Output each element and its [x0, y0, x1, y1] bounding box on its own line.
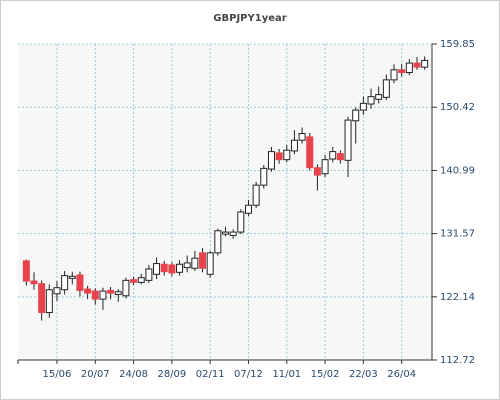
y-tick-label: 140.99	[440, 165, 475, 176]
x-tick-label: 22/03	[349, 369, 378, 380]
x-tick-label: 28/09	[157, 369, 186, 380]
candle-body	[153, 263, 161, 275]
candle-body	[221, 231, 229, 235]
candle-body	[298, 133, 306, 141]
candle-body	[107, 289, 115, 294]
y-tick-label: 122.14	[440, 292, 475, 303]
candle-body	[45, 289, 53, 314]
candle-body	[137, 277, 145, 283]
candle-body	[275, 152, 283, 161]
candle-body	[84, 288, 92, 294]
candle-body	[176, 263, 184, 273]
candle-body	[359, 102, 367, 111]
candle-body	[22, 260, 30, 282]
candle-body	[375, 94, 383, 100]
candle-body	[38, 283, 46, 314]
x-tick-label: 02/11	[196, 369, 225, 380]
candle-body	[382, 79, 390, 98]
candle-body	[344, 119, 352, 161]
candle-body	[30, 280, 38, 285]
candle-body	[306, 136, 314, 169]
x-tick-label: 07/12	[234, 369, 263, 380]
candle-body	[114, 291, 122, 295]
candle-body	[168, 264, 176, 274]
y-tick-label: 159.85	[440, 39, 475, 50]
candle-body	[252, 184, 260, 206]
candle-body	[122, 279, 130, 297]
candle-body	[413, 62, 421, 68]
y-tick-label: 150.42	[440, 102, 475, 113]
candle-body	[91, 290, 99, 300]
candle-body	[421, 59, 429, 68]
candle-body	[206, 252, 214, 275]
candle-body	[61, 275, 69, 291]
candle-body	[160, 263, 168, 273]
plot-area	[18, 44, 432, 360]
y-tick-label: 112.72	[440, 355, 475, 366]
candle-body	[405, 62, 413, 73]
candle-body	[229, 231, 237, 236]
candle-body	[145, 268, 153, 281]
x-tick-label: 20/07	[81, 369, 110, 380]
candle-body	[183, 262, 191, 269]
candle-body	[237, 211, 245, 233]
candle-body	[329, 151, 337, 160]
x-tick-label: 11/01	[272, 369, 301, 380]
candle-body	[267, 151, 275, 170]
candle-body	[199, 252, 207, 269]
candle-body	[99, 290, 107, 300]
candle-body	[214, 230, 222, 254]
candle-body	[352, 109, 360, 122]
candle-body	[283, 149, 291, 161]
candle-body	[336, 153, 344, 161]
x-tick-label: 26/04	[387, 369, 416, 380]
x-tick-label: 15/02	[311, 369, 340, 380]
candle-body	[321, 159, 329, 175]
candle-body	[290, 139, 298, 152]
candle-body	[76, 274, 84, 291]
candle-body	[313, 167, 321, 176]
x-tick-label: 24/08	[119, 369, 148, 380]
candle-body	[244, 204, 252, 214]
y-tick-label: 131.57	[440, 229, 475, 240]
candle-body	[260, 167, 268, 186]
candle-body	[191, 257, 199, 269]
chart-title: GBPJPY1year	[213, 13, 286, 24]
candle-body	[130, 279, 138, 283]
candle-body	[398, 69, 406, 73]
candle-body	[390, 69, 398, 81]
candle-body	[53, 287, 61, 295]
candle-body	[367, 96, 375, 105]
x-tick-label: 15/06	[43, 369, 72, 380]
candle-body	[68, 275, 76, 279]
